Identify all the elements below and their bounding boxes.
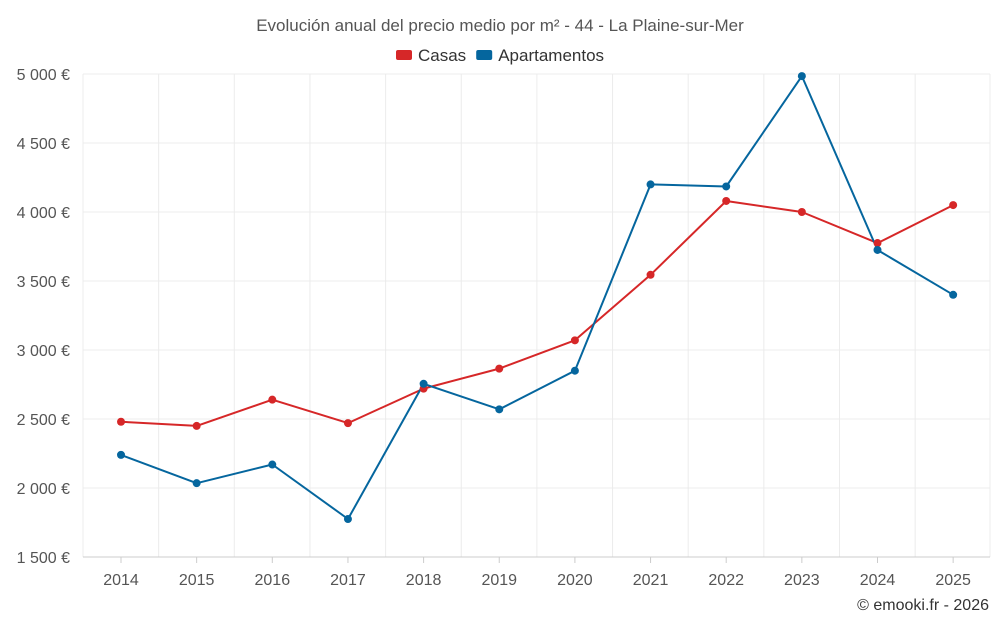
data-point-casas [722, 196, 731, 205]
data-point-casas [570, 336, 579, 345]
legend-swatch [396, 50, 412, 60]
x-tick-label: 2015 [179, 572, 215, 589]
y-tick-label: 1 500 € [17, 550, 70, 567]
x-tick-label: 2019 [481, 572, 517, 589]
y-tick-label: 3 000 € [17, 343, 70, 360]
data-point-apartamentos [570, 366, 579, 375]
data-point-apartamentos [495, 405, 504, 414]
y-axis: 1 500 € 2 000 € 2 500 € 3 000 € 3 500 € 4 000… [17, 67, 70, 567]
data-point-apartamentos [192, 479, 201, 488]
series-line-apartamentos [120, 75, 955, 520]
data-point-apartamentos [268, 460, 277, 469]
data-point-casas [646, 270, 655, 279]
series-layer [117, 72, 958, 524]
x-tick-label: 2016 [255, 572, 291, 589]
x-tick-label: 2022 [708, 572, 744, 589]
data-point-apartamentos [797, 72, 806, 81]
y-tick-label: 4 000 € [17, 205, 70, 222]
x-tick-label: 2014 [103, 572, 139, 589]
data-point-apartamentos [419, 379, 428, 388]
x-tick-label: 2021 [633, 572, 669, 589]
x-tick-label: 2025 [935, 572, 971, 589]
legend-label: Apartamentos [498, 46, 604, 65]
data-point-apartamentos [722, 182, 731, 191]
legend-item-apartamentos: Apartamentos [476, 46, 604, 65]
x-axis: 2014 2015 2016 2017 2018 2019 2020 2021 2022 2023… [83, 556, 990, 589]
data-point-apartamentos [949, 290, 958, 299]
legend: Casas Apartamentos [396, 46, 604, 65]
data-point-apartamentos [873, 245, 882, 254]
legend-label: Casas [418, 46, 466, 65]
data-point-casas [117, 417, 125, 426]
data-point-casas [192, 421, 201, 430]
data-point-casas [343, 419, 352, 428]
legend-swatch [476, 50, 493, 60]
x-tick-label: 2017 [330, 572, 366, 589]
series-line-casas [120, 200, 955, 427]
x-tick-label: 2024 [860, 572, 896, 589]
data-point-casas [949, 201, 958, 210]
legend-item-casas: Casas [396, 46, 466, 65]
data-point-casas [495, 364, 504, 373]
y-tick-label: 4 500 € [17, 136, 70, 153]
x-tick-label: 2023 [784, 572, 820, 589]
data-point-casas [873, 239, 882, 248]
data-point-apartamentos [343, 515, 352, 524]
y-tick-label: 3 500 € [17, 274, 70, 291]
data-point-casas [797, 208, 806, 216]
data-point-apartamentos [646, 180, 655, 189]
x-tick-label: 2018 [406, 572, 442, 589]
grid [82, 73, 991, 557]
data-point-casas [268, 395, 277, 404]
y-tick-label: 5 000 € [17, 67, 70, 84]
credit-label: © emooki.fr - 2026 [857, 597, 989, 614]
y-tick-label: 2 500 € [17, 412, 70, 429]
x-tick-label: 2020 [557, 572, 593, 589]
data-point-apartamentos [117, 450, 125, 459]
y-tick-label: 2 000 € [17, 481, 70, 498]
chart-title: Evolución anual del precio medio por m² … [256, 16, 744, 35]
